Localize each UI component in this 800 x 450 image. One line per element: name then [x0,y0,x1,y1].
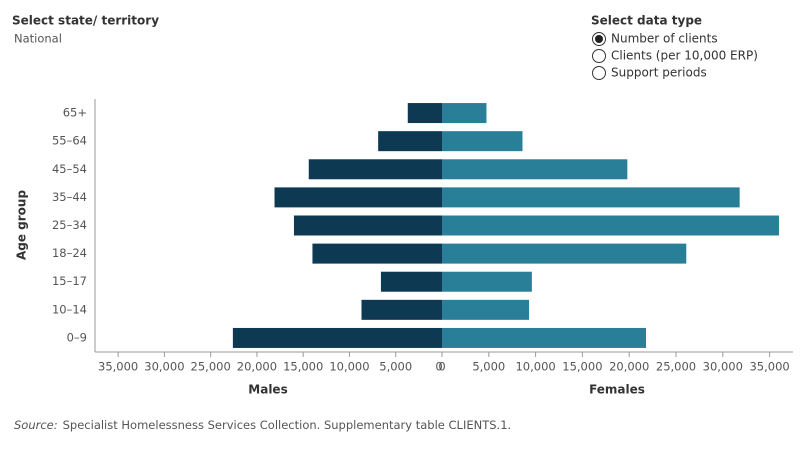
radio-button[interactable] [592,49,606,63]
bar [293,215,442,236]
y-tick-label: 65+ [63,106,87,120]
x-tick-label: 20,000 [237,360,277,374]
bar [442,131,523,152]
bar [442,215,779,236]
x-tick-label: 0 [438,360,445,374]
bar [380,271,442,292]
y-tick-label: 18–24 [52,246,87,260]
bar [308,159,442,180]
bar [442,187,740,208]
bar [442,327,647,348]
radio-label[interactable]: Support periods [611,66,707,80]
y-tick-label: 10–14 [52,302,87,316]
bar [407,103,442,124]
x-tick-label: 15,000 [283,360,323,374]
radio-dot [595,35,603,43]
y-tick-label: 35–44 [52,190,87,204]
x-tick-label: 20,000 [609,360,649,374]
radio-button[interactable] [592,66,606,80]
filter-label: Select data type [591,14,702,28]
filter-label: Select state/ territory [12,14,159,28]
x-tick-label: 25,000 [656,360,696,374]
radio-label[interactable]: Clients (per 10,000 ERP) [611,49,758,63]
bar [442,243,687,264]
x-tick-label: 15,000 [562,360,602,374]
x-tick-label: 30,000 [703,360,743,374]
x-axis-label: Males [248,383,287,397]
bar [378,131,442,152]
x-tick-label: 25,000 [191,360,231,374]
bar [312,243,442,264]
x-tick-label: 10,000 [329,360,369,374]
bar [442,103,487,124]
radio-label[interactable]: Number of clients [611,32,718,46]
bar [232,327,442,348]
y-tick-label: 0–9 [67,330,87,344]
x-axis-label: Females [589,383,645,397]
source-text: Specialist Homelessness Services Collect… [63,418,512,432]
y-axis-label: Age group [15,190,29,260]
bar [274,187,442,208]
y-tick-label: 55–64 [52,134,87,148]
x-tick-label: 35,000 [749,360,789,374]
x-tick-label: 0 [435,360,442,374]
x-tick-label: 10,000 [515,360,555,374]
x-tick-label: 5,000 [472,360,505,374]
y-tick-label: 15–17 [52,274,87,288]
source-prefix: Source: [14,418,58,432]
x-tick-label: 30,000 [144,360,184,374]
bar [442,299,530,320]
source-note: Source: Specialist Homelessness Services … [14,418,511,432]
bar [442,159,628,180]
x-tick-label: 5,000 [379,360,412,374]
y-tick-label: 25–34 [52,218,87,232]
y-tick-label: 45–54 [52,162,87,176]
bar [442,271,532,292]
x-tick-label: 35,000 [98,360,138,374]
bar [361,299,442,320]
filter-value[interactable]: National [14,32,62,46]
